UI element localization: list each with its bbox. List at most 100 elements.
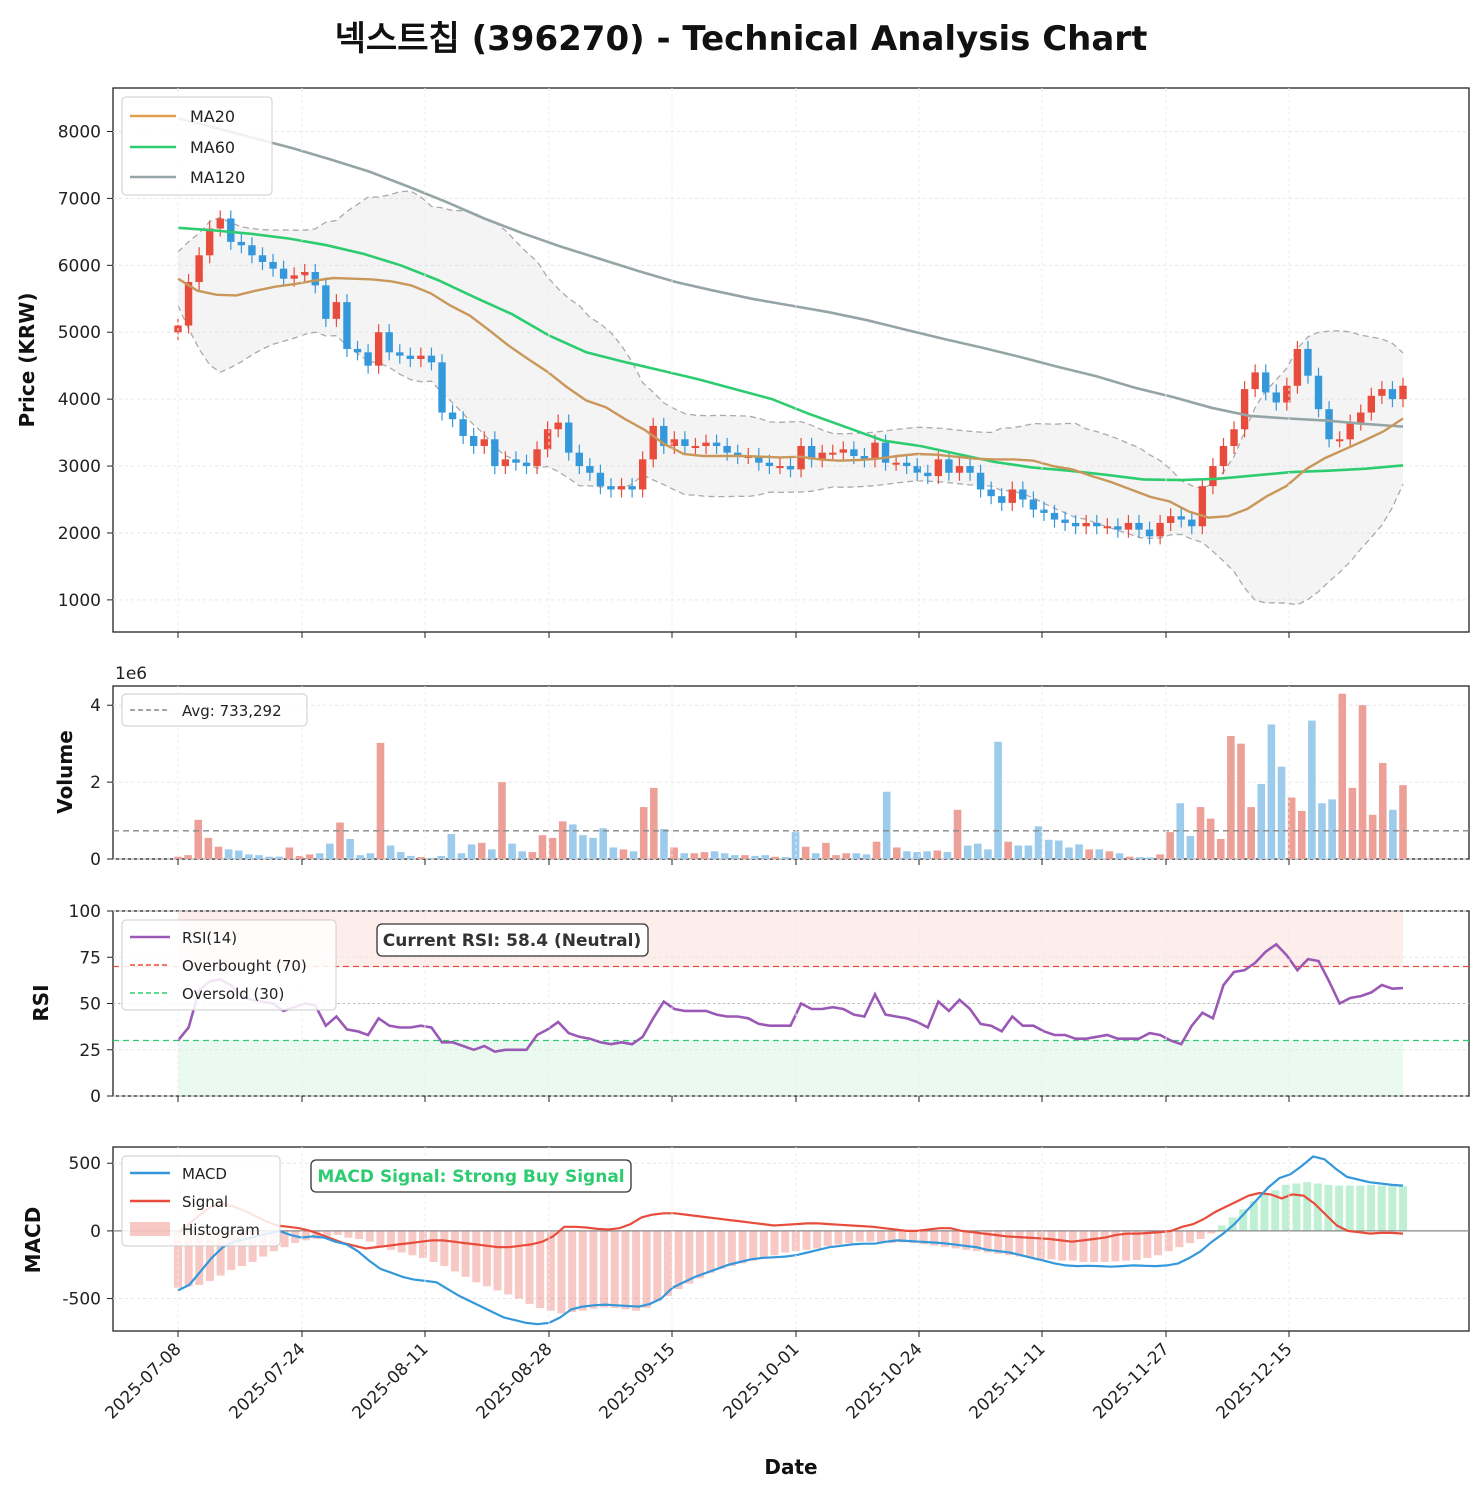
volume-bar <box>1115 853 1124 859</box>
candle-body <box>290 275 298 279</box>
volume-bar <box>1287 797 1296 859</box>
macd-y-tick-label: -500 <box>62 1290 101 1310</box>
candle-body <box>586 466 594 473</box>
candle-body <box>1209 466 1217 487</box>
volume-bar <box>1247 807 1255 859</box>
candle-body <box>216 218 224 229</box>
volume-legend-box <box>121 693 308 727</box>
macd-histogram-bar <box>205 1230 214 1281</box>
candle-body <box>332 302 341 319</box>
volume-bar <box>629 851 638 859</box>
volume-bar <box>882 791 891 859</box>
volume-bar <box>599 828 608 859</box>
volume-bar <box>761 855 769 859</box>
ma20-line <box>177 276 1404 519</box>
rsi-annotation-text: Current RSI: 58.4 (Neutral) <box>383 931 641 951</box>
candle-body <box>987 489 995 497</box>
volume-bar <box>285 847 294 859</box>
candle-body <box>1399 385 1407 400</box>
macd-histogram-bar <box>323 1230 332 1237</box>
volume-bar <box>650 787 658 859</box>
macd-histogram-bar <box>621 1230 630 1310</box>
volume-bar <box>1135 857 1144 859</box>
candle-body <box>237 241 246 246</box>
volume-bar <box>508 843 516 859</box>
ma60-legend-label: MA60 <box>190 138 235 157</box>
candle-body <box>1166 516 1175 523</box>
macd-histogram-bar <box>1399 1186 1407 1231</box>
signal-line <box>177 1191 1404 1250</box>
volume-bar <box>852 853 861 859</box>
volume-bar <box>234 850 243 859</box>
candle-body <box>374 332 383 366</box>
volume-bar <box>1277 766 1286 859</box>
candle-body <box>860 456 869 460</box>
candle-body <box>227 218 235 242</box>
rsi-y-tick-label: 75 <box>79 948 101 968</box>
candle-body <box>702 442 710 446</box>
volume-bar <box>720 853 729 859</box>
macd-y-tick-label: 0 <box>90 1222 101 1242</box>
volume-bar <box>700 852 709 859</box>
candle-body <box>786 466 795 470</box>
volume-bar <box>1389 809 1397 859</box>
macd-histogram-bar <box>1367 1184 1376 1231</box>
volume-bar <box>1206 818 1215 859</box>
volume-bar <box>224 849 233 859</box>
macd-histogram-bar <box>504 1230 513 1295</box>
macd-histogram-bar <box>632 1230 641 1311</box>
volume-bar <box>781 857 790 859</box>
macd-histogram-bar <box>589 1230 598 1309</box>
candle-body <box>945 459 953 473</box>
volume-bar <box>963 845 972 859</box>
candle-body <box>1357 412 1365 423</box>
overbought-legend-label: Overbought (70) <box>182 957 307 975</box>
price-series-group: 1000 2000 3000 4000 5000 6000 7000 8000 <box>58 116 1469 611</box>
macd-histogram-bar <box>312 1230 321 1239</box>
candle-body <box>628 486 636 490</box>
volume-bar <box>1065 847 1073 859</box>
macd-histogram-bar <box>834 1230 843 1245</box>
candle-body <box>913 466 921 473</box>
macd-histogram-bar <box>1100 1230 1109 1262</box>
candle-body <box>681 439 689 446</box>
volume-bar <box>467 844 476 859</box>
candle-body <box>1293 348 1302 386</box>
candle-body <box>427 355 436 363</box>
volume-bar <box>356 855 365 859</box>
macd-histogram-bar <box>738 1230 747 1264</box>
volume-bar <box>417 857 425 859</box>
signal-legend-label: Signal <box>182 1193 228 1211</box>
oversold-legend-label: Oversold (30) <box>182 985 284 1003</box>
volume-bar <box>1095 849 1104 859</box>
volume-bar <box>1328 799 1336 859</box>
rsi-legend-label: RSI(14) <box>182 929 237 947</box>
macd-histogram-bar <box>1260 1194 1269 1231</box>
macd-histogram-bar <box>877 1230 886 1244</box>
volume-bar <box>619 849 628 859</box>
macd-histogram-bar <box>344 1230 353 1238</box>
macd-annotation-text: MACD Signal: Strong Buy Signal <box>317 1167 624 1187</box>
macd-histogram-bar <box>450 1230 459 1272</box>
candle-body <box>596 472 605 487</box>
volume-bar <box>994 741 1002 859</box>
candle-body <box>1082 522 1090 527</box>
volume-bar <box>579 835 587 859</box>
macd-annotation-box <box>310 1159 632 1193</box>
candle-body <box>322 285 330 319</box>
volume-bar <box>1085 849 1093 859</box>
macd-histogram-bar <box>642 1230 651 1308</box>
candle-body <box>353 348 362 353</box>
volume-bar <box>984 849 992 859</box>
macd-histogram-bar <box>610 1230 619 1308</box>
candle-body <box>533 449 541 467</box>
macd-histogram-bar <box>1196 1230 1205 1239</box>
candle-body <box>1335 439 1344 442</box>
ma60-line <box>177 226 1404 482</box>
price-panel <box>112 87 1470 633</box>
macd-histogram-bar <box>1036 1230 1045 1260</box>
volume-scale-label: 1e6 <box>115 664 147 684</box>
volume-bar <box>1338 693 1347 859</box>
macd-histogram-bar <box>525 1230 534 1304</box>
macd-histogram-bar <box>1154 1230 1162 1256</box>
